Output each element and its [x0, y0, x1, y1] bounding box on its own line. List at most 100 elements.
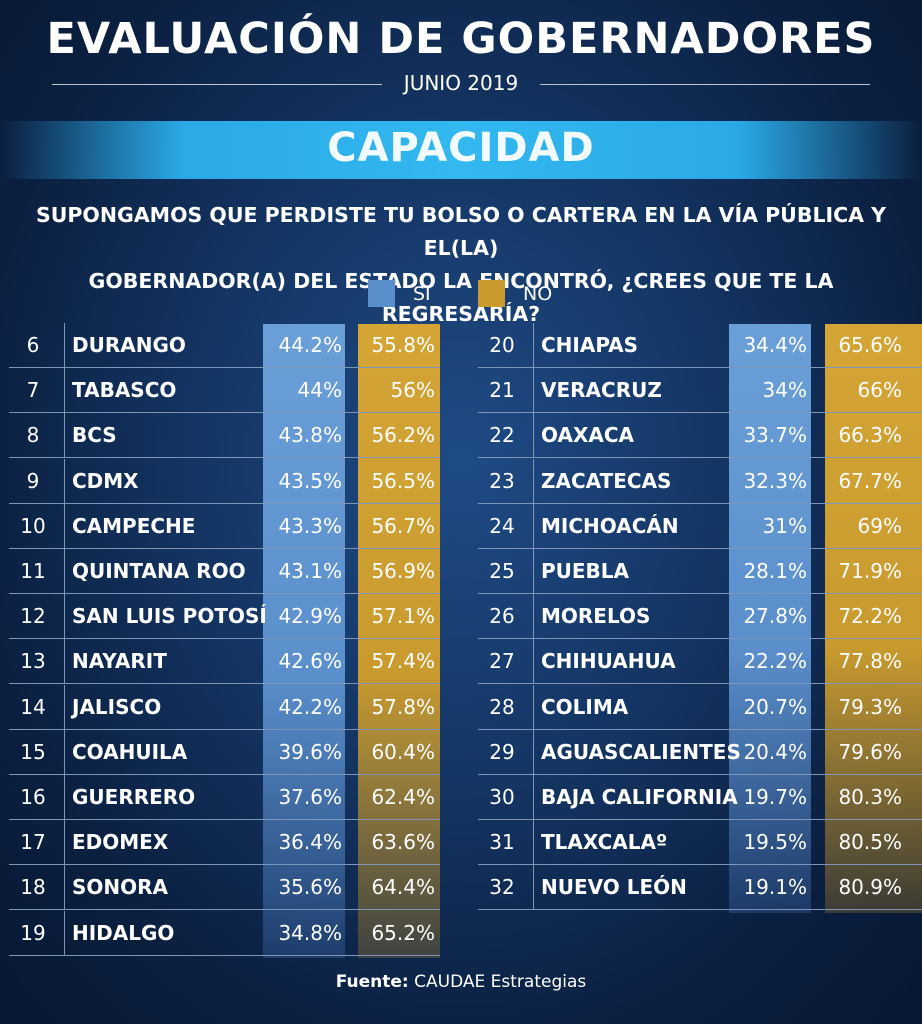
si-percentage: 39.6%	[278, 739, 342, 764]
legend: SI NO	[368, 280, 568, 308]
state-name: DURANGO	[72, 333, 186, 357]
si-percentage: 36.4%	[278, 830, 342, 855]
category-banner	[0, 121, 922, 179]
table-row: 12 SAN LUIS POTOSÍ 42.9% 57.1%	[9, 594, 440, 640]
si-percentage: 20.7%	[743, 694, 807, 719]
row-divider	[478, 909, 922, 911]
legend-si-swatch	[368, 280, 395, 307]
no-column-band-left	[358, 324, 440, 958]
state-name: JALISCO	[72, 694, 162, 719]
no-percentage: 66.3%	[838, 423, 902, 448]
column-divider	[533, 503, 534, 549]
no-percentage: 56%	[390, 378, 435, 403]
divider-left	[52, 84, 382, 85]
rank-number: 13	[20, 649, 46, 674]
state-name: CDMX	[72, 468, 139, 493]
column-divider	[533, 639, 534, 685]
page-title: EVALUACIÓN DE GOBERNADORES	[46, 14, 876, 64]
rank-number: 16	[20, 785, 46, 809]
state-name: MICHOACÁN	[541, 513, 679, 538]
column-divider	[64, 503, 65, 549]
no-percentage: 71.9%	[838, 559, 902, 583]
column-divider	[533, 458, 534, 504]
column-divider	[533, 323, 534, 368]
rank-number: 9	[26, 468, 40, 493]
row-divider	[478, 864, 922, 866]
legend-si-label: SI	[413, 283, 431, 305]
si-percentage: 32.3%	[743, 468, 807, 493]
column-divider	[64, 413, 65, 459]
table-row: 10 CAMPECHE 43.3% 56.7%	[9, 503, 440, 549]
row-divider	[478, 593, 922, 594]
table-row: 27 CHIHUAHUA 22.2% 77.8%	[478, 639, 922, 685]
table-row: 14 JALISCO 42.2% 57.8%	[9, 684, 440, 730]
row-divider	[478, 728, 922, 730]
no-percentage: 79.6%	[838, 739, 902, 764]
no-percentage: 57.1%	[371, 604, 435, 629]
state-name: AGUASCALIENTES	[541, 739, 741, 764]
row-divider	[478, 457, 922, 459]
state-name: CHIAPAS	[541, 333, 639, 357]
column-divider	[64, 684, 65, 730]
state-name: OAXACA	[541, 423, 634, 448]
table-row: 20 CHIAPAS 34.4% 65.6%	[478, 323, 922, 368]
rank-number: 22	[489, 423, 515, 448]
row-divider	[478, 683, 922, 685]
state-name: NUEVO LEÓN	[541, 875, 687, 900]
row-divider	[478, 502, 922, 504]
state-name: SAN LUIS POTOSÍ	[72, 604, 267, 629]
state-name: SONORA	[72, 875, 169, 900]
no-column-band-right	[825, 324, 922, 913]
table-row: 7 TABASCO 44% 56%	[9, 368, 440, 414]
column-divider	[64, 775, 65, 820]
column-divider	[64, 323, 65, 368]
column-divider	[533, 368, 534, 414]
legend-no-swatch	[478, 280, 505, 307]
no-percentage: 80.9%	[838, 875, 902, 900]
si-percentage: 28.1%	[743, 559, 807, 583]
no-percentage: 56.2%	[371, 423, 435, 448]
row-divider	[9, 638, 440, 640]
row-divider	[9, 954, 440, 956]
table-row: 8 BCS 43.8% 56.2%	[9, 413, 440, 459]
column-divider	[533, 775, 534, 820]
table-row: 32 NUEVO LEÓN 19.1% 80.9%	[478, 865, 922, 911]
no-percentage: 64.4%	[371, 875, 435, 900]
rank-number: 19	[20, 920, 46, 945]
state-name: EDOMEX	[72, 830, 169, 855]
no-percentage: 62.4%	[371, 785, 435, 809]
table-row: 30 BAJA CALIFORNIA 19.7% 80.3%	[478, 775, 922, 820]
table-row: 23 ZACATECAS 32.3% 67.7%	[478, 458, 922, 504]
table-row: 16 GUERRERO 37.6% 62.4%	[9, 775, 440, 820]
row-divider	[9, 593, 440, 594]
row-divider	[9, 819, 440, 820]
rank-number: 31	[489, 830, 515, 855]
state-name: COLIMA	[541, 694, 629, 719]
si-percentage: 43.5%	[278, 468, 342, 493]
column-divider	[533, 413, 534, 459]
no-percentage: 63.6%	[371, 830, 435, 855]
si-column-band-right	[729, 324, 811, 913]
column-divider	[533, 729, 534, 775]
table-row: 9 CDMX 43.5% 56.5%	[9, 458, 440, 504]
row-divider	[9, 728, 440, 730]
state-name: COAHUILA	[72, 739, 188, 764]
state-name: QUINTANA ROO	[72, 559, 246, 583]
si-percentage: 43.8%	[278, 423, 342, 448]
column-divider	[64, 549, 65, 594]
rank-number: 20	[489, 333, 515, 357]
no-percentage: 65.2%	[371, 920, 435, 945]
si-percentage: 35.6%	[278, 875, 342, 900]
rank-number: 10	[20, 513, 46, 538]
rank-number: 27	[489, 649, 515, 674]
column-divider	[533, 594, 534, 640]
table-row: 24 MICHOACÁN 31% 69%	[478, 503, 922, 549]
si-percentage: 44.2%	[278, 333, 342, 357]
no-percentage: 80.3%	[838, 785, 902, 809]
column-divider	[533, 684, 534, 730]
no-percentage: 79.3%	[838, 694, 902, 719]
column-divider	[64, 594, 65, 640]
si-percentage: 37.6%	[278, 785, 342, 809]
table-row: 22 OAXACA 33.7% 66.3%	[478, 413, 922, 459]
column-divider	[533, 549, 534, 594]
